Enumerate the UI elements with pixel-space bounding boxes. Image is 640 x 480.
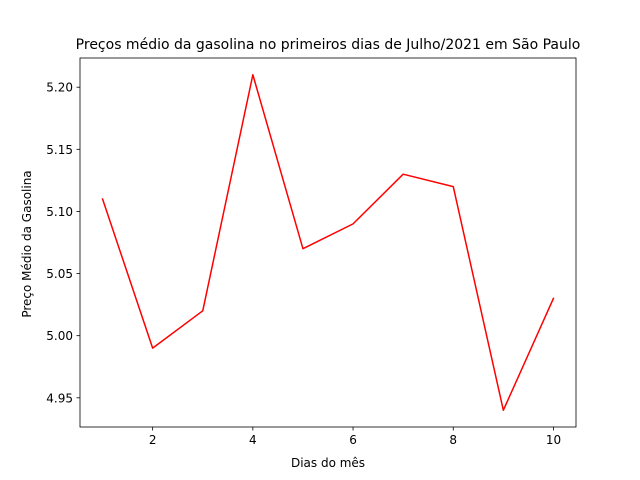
- x-axis-label: Dias do mês: [291, 456, 365, 470]
- x-tick-label: 10: [546, 433, 561, 447]
- plot-frame: [79, 57, 577, 428]
- x-tick-label: 4: [249, 433, 257, 447]
- y-tick-label: 5.20: [46, 81, 73, 95]
- y-tick-label: 5.10: [46, 205, 73, 219]
- y-tick-label: 4.95: [46, 391, 73, 405]
- y-tick-label: 5.00: [46, 329, 73, 343]
- y-axis-label: Preço Médio da Gasolina: [20, 170, 34, 317]
- x-tick-label: 2: [149, 433, 157, 447]
- plot-area: 2 4 6 8 10 4.95 5.00 5.05 5.10 5.15 5.20: [46, 57, 577, 447]
- x-tick-label: 6: [349, 433, 357, 447]
- y-tick-label: 5.15: [46, 143, 73, 157]
- x-tick-label: 8: [449, 433, 457, 447]
- chart-title: Preços médio da gasolina no primeiros di…: [76, 37, 581, 53]
- series-line-0: [101, 74, 555, 411]
- y-tick-label: 5.05: [46, 267, 73, 281]
